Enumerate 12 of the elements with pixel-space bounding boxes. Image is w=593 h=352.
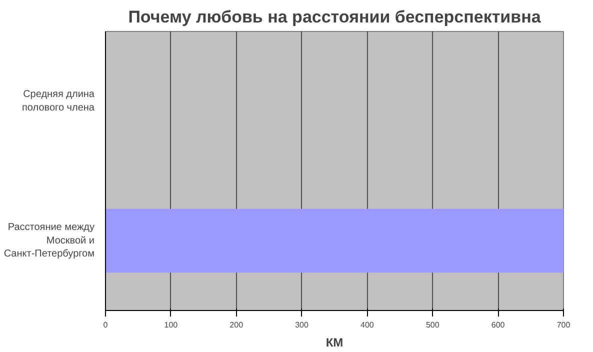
x-tick-label: 100	[164, 320, 178, 330]
y-tick-label: Расстояние между Москвой и Санкт-Петербургом	[4, 222, 95, 260]
chart-title: Почему любовь на расстоянии бесперспективна	[128, 8, 542, 26]
x-tick-label: 300	[295, 320, 310, 330]
x-tick-label: 600	[491, 320, 506, 330]
x-tick-label: 700	[556, 320, 571, 330]
x-tick-label: 200	[230, 320, 244, 330]
x-axis-title: КМ	[326, 336, 344, 350]
y-tick-label: Средняя длина полового члена	[22, 89, 95, 114]
x-tick-label: 400	[360, 320, 374, 330]
x-tick-label: 0	[103, 320, 108, 330]
x-tick-label: 500	[426, 320, 440, 330]
